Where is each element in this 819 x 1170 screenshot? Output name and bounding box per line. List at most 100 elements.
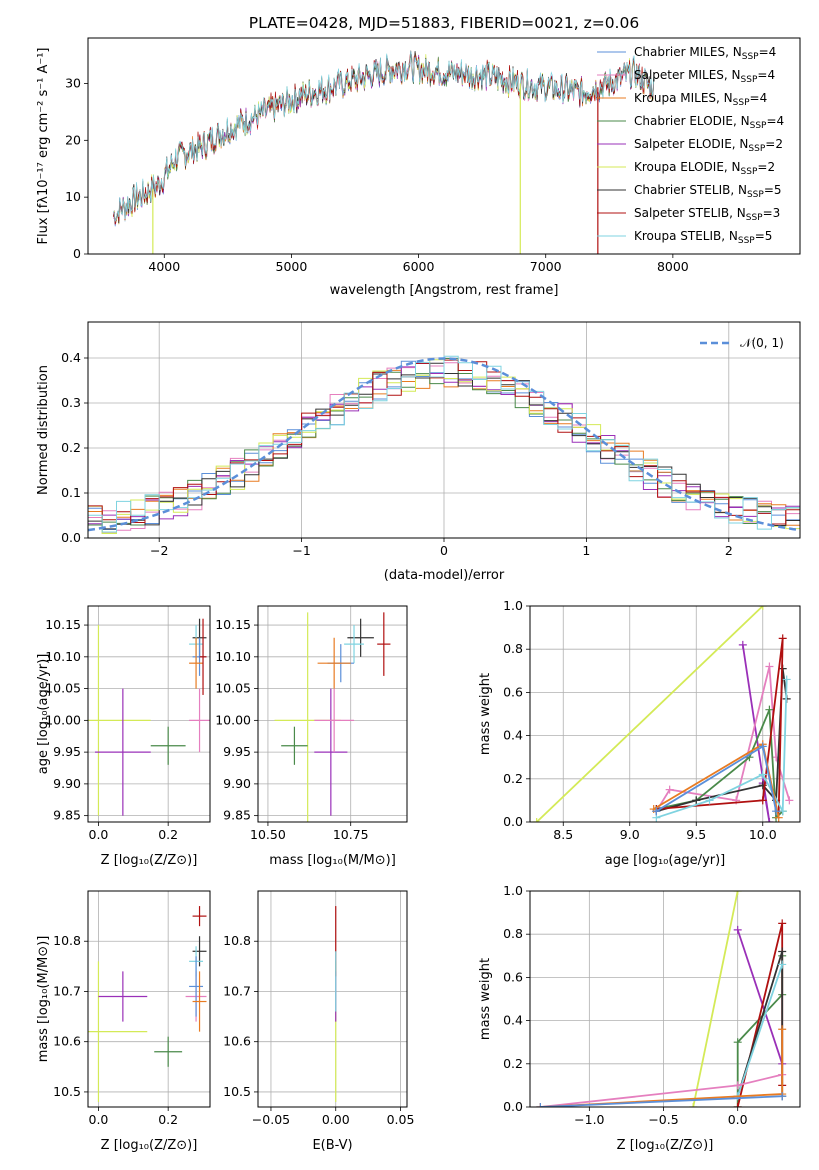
ytick-label: 9.95 [223, 744, 251, 759]
weight-marker-salpeter-elodie [733, 925, 742, 934]
residual-xtick-label: −1 [292, 543, 310, 558]
ytick-label: 10.10 [45, 649, 81, 664]
xlabel: Z [log₁₀(Z/Z⊙)] [617, 1138, 714, 1153]
ytick-label: 0.2 [503, 771, 523, 786]
weight-line-salpeter-elodie [741, 644, 771, 822]
xlabel: Z [log₁₀(Z/Z⊙)] [101, 853, 198, 868]
axes-frame [257, 605, 408, 823]
weight-line-kroupa-stelib [656, 679, 788, 819]
weight-marker-kroupa-miles [778, 1025, 787, 1034]
xtick-label: 0.00 [322, 1112, 350, 1127]
xtick-label: 10.75 [333, 827, 369, 842]
spectrum-xtick-label: 6000 [403, 259, 435, 274]
xtick-label: 0.0 [89, 1112, 109, 1127]
weight-line-kroupa-elodie [692, 891, 739, 1107]
legend-label-salpeter-elodie: Salpeter ELODIE, NSSP=2 [634, 137, 783, 154]
axes-frame [87, 890, 211, 1108]
legend-label-chabrier-stelib: Chabrier STELIB, NSSP=5 [634, 183, 782, 200]
ytick-label: 0.2 [503, 1056, 523, 1071]
xtick-label: 10.0 [749, 827, 777, 842]
legend-label-chabrier-elodie: Chabrier ELODIE, NSSP=4 [634, 114, 784, 131]
ytick-label: 10.8 [223, 933, 251, 948]
ytick-label: 10.15 [215, 617, 251, 632]
ylabel: mass weight [478, 673, 493, 755]
weight-marker-salpeter-miles [765, 662, 774, 671]
xtick-label: 0.05 [387, 1112, 415, 1127]
ytick-label: 0.6 [503, 969, 523, 984]
legend-label-kroupa-miles: Kroupa MILES, NSSP=4 [634, 91, 767, 108]
age-vs-mass-panel: 10.50 10.75 9.85 9.90 9.95 10.00 10.05 10.10 10.… [215, 605, 408, 868]
ytick-label: 10.6 [223, 1034, 251, 1049]
ytick-label: 10.00 [215, 712, 251, 727]
axes-frame [529, 605, 801, 823]
spectrum-xlabel: wavelength [Angstrom, rest frame] [330, 283, 559, 298]
xtick-label: −0.5 [648, 1112, 678, 1127]
weight-vs-Z-panel: −1.0 −0.5 0.0 0.0 0.2 0.4 0.6 0.8 1.0 Z [log₁₀(Z/… [478, 883, 801, 1153]
xtick-label: 0.0 [728, 1112, 748, 1127]
residual-ytick-label: 0.4 [61, 350, 81, 365]
residual-legend: 𝒩(0, 1) [700, 336, 784, 350]
weight-marker-salpeter-elodie [738, 640, 747, 649]
spectrum-title: PLATE=0428, MJD=51883, FIBERID=0021, z=0… [249, 14, 639, 32]
spectrum-xtick-label: 8000 [657, 259, 689, 274]
ytick-label: 0.8 [503, 926, 523, 941]
weight-line-salpeter-elodie [736, 929, 784, 1065]
ytick-label: 10.5 [53, 1084, 81, 1099]
weight-line-chabrier-miles [540, 1095, 783, 1107]
ytick-label: 10.10 [215, 649, 251, 664]
legend-label-salpeter-stelib: Salpeter STELIB, NSSP=3 [634, 206, 780, 223]
weight-marker-salpeter-miles [665, 785, 674, 794]
residual-xtick-label: −2 [150, 543, 168, 558]
xlabel: E(B-V) [312, 1138, 352, 1153]
weight-marker-kroupa-elodie [689, 1103, 698, 1107]
spectrum-ytick-label: 30 [65, 75, 81, 90]
weight-marker-salpeter-stelib [733, 1103, 742, 1107]
ytick-label: 1.0 [503, 598, 523, 613]
ytick-label: 10.7 [53, 983, 81, 998]
xtick-label: 9.0 [620, 827, 640, 842]
normal-curve [87, 357, 801, 532]
weight-marker-chabrier-stelib [778, 947, 787, 956]
xtick-label: 10.50 [250, 827, 286, 842]
ytick-label: 10.15 [45, 617, 81, 632]
weight-marker-kroupa-stelib [778, 960, 787, 969]
residual-ylabel: Normed distribution [36, 365, 51, 495]
legend-label-kroupa-stelib: Kroupa STELIB, NSSP=5 [634, 229, 772, 246]
age-vs-Z-panel: 0.0 0.2 9.85 9.90 9.95 10.00 10.05 10.10 10.15 Z … [36, 605, 211, 868]
residual-ytick-label: 0.2 [61, 440, 81, 455]
weight-marker-kroupa-elodie [758, 606, 767, 610]
residual-panel: −2 −1 0 1 2 0.0 0.1 0.2 0.3 0.4 (data-model)/erro… [36, 321, 801, 583]
weight-marker-salpeter-miles [785, 796, 794, 805]
axes-frame [529, 890, 801, 1108]
residual-ytick-label: 0.0 [61, 530, 81, 545]
weight-line-kroupa-elodie [536, 606, 764, 822]
weight-marker-kroupa-elodie [733, 891, 742, 895]
normal-legend-label: 𝒩(0, 1) [740, 336, 784, 350]
ytick-label: 9.85 [223, 808, 251, 823]
residual-xtick-label: 1 [582, 543, 590, 558]
ytick-label: 9.90 [53, 776, 81, 791]
legend-label-salpeter-miles: Salpeter MILES, NSSP=4 [634, 68, 775, 85]
weight-line-kroupa-stelib [736, 964, 784, 1097]
legend-label-kroupa-elodie: Kroupa ELODIE, NSSP=2 [634, 160, 775, 177]
ytick-label: 0.0 [503, 814, 523, 829]
spectrum-ylabel: Flux [fλ10⁻¹⁷ erg cm⁻² s⁻¹ A⁻¹] [36, 48, 51, 245]
spectrum-panel: PLATE=0428, MJD=51883, FIBERID=0021, z=0… [36, 14, 801, 298]
weight-marker-kroupa-miles [774, 813, 783, 822]
weight-marker-chabrier-miles [778, 1092, 787, 1101]
weight-marker-chabrier-stelib [692, 796, 701, 805]
ytick-label: 10.05 [45, 681, 81, 696]
mass-vs-Z-panel: 0.0 0.2 10.5 10.6 10.7 10.8 Z [log₁₀(Z/Z⊙)] mas… [36, 890, 211, 1153]
residual-xlabel: (data-model)/error [384, 568, 505, 583]
xtick-label: 0.2 [158, 827, 178, 842]
ytick-label: 9.90 [223, 776, 251, 791]
spectrum-xtick-label: 5000 [276, 259, 308, 274]
ytick-label: 10.6 [53, 1034, 81, 1049]
mass-vs-ebv-panel: −0.05 0.00 0.05 10.5 10.6 10.7 10.8 E(B-V) [223, 890, 415, 1153]
ylabel: mass weight [478, 958, 493, 1040]
weight-line-salpeter-stelib [656, 638, 784, 812]
xtick-label: 9.5 [686, 827, 706, 842]
ylabel: age [log₁₀(age/yr)] [36, 654, 51, 775]
ytick-label: 10.05 [215, 681, 251, 696]
ytick-label: 10.00 [45, 712, 81, 727]
